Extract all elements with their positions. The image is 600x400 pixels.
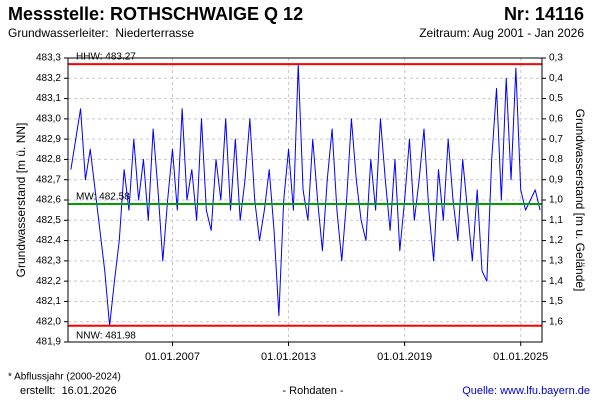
y2-tick-label: 1,6 — [549, 316, 563, 327]
y-tick-label: 482,5 — [36, 215, 61, 226]
y-tick-label: 482,3 — [36, 255, 61, 266]
y-tick-label: 482,1 — [36, 296, 61, 307]
y-tick-label: 482,2 — [36, 276, 61, 287]
y2-tick-label: 1,1 — [549, 215, 563, 226]
x-tick-label: 01.01.2007 — [145, 351, 200, 363]
x-tick-label: 01.01.2025 — [493, 351, 548, 363]
station-number: Nr: 14116 — [504, 4, 584, 24]
y-tick-label: 482,4 — [36, 235, 61, 246]
created-date: erstellt: 16.01.2026 — [20, 385, 117, 397]
y-tick-label: 482,6 — [36, 195, 61, 206]
y-tick-label: 483,3 — [36, 53, 61, 64]
y-tick-label: 482,7 — [36, 174, 61, 185]
data-line — [70, 63, 541, 327]
reference-label: NNW: 481.98 — [76, 330, 136, 341]
y2-tick-label: 1,2 — [549, 235, 563, 246]
y-tick-label: 482,9 — [36, 134, 61, 145]
y2-tick-label: 1,3 — [549, 255, 563, 266]
x-tick-label: 01.01.2013 — [261, 351, 316, 363]
y-tick-label: 483,1 — [36, 93, 61, 104]
y2-axis-label: Grundwasserstand [m u. Gelände] — [573, 109, 587, 292]
y2-tick-label: 1,0 — [549, 195, 563, 206]
chart-title: Messstelle: ROTHSCHWAIGE Q 12 — [8, 4, 303, 24]
y-axis-label: Grundwasserstand [m ü. NN] — [14, 123, 28, 278]
y2-tick-label: 0,8 — [549, 154, 563, 165]
y2-tick-label: 1,5 — [549, 296, 563, 307]
y-tick-label: 483,0 — [36, 113, 61, 124]
reference-label: HHW: 483.27 — [76, 52, 136, 63]
y-tick-label: 482,8 — [36, 154, 61, 165]
y-tick-label: 482,0 — [36, 316, 61, 327]
reference-label: MW: 482.58 — [76, 192, 130, 203]
y-tick-label: 481,9 — [36, 337, 61, 348]
y2-tick-label: 1,4 — [549, 276, 563, 287]
y2-tick-label: 0,5 — [549, 93, 563, 104]
y2-tick-label: 0,4 — [549, 73, 563, 84]
y2-tick-label: 0,9 — [549, 174, 563, 185]
x-tick-label: 01.01.2019 — [377, 351, 432, 363]
y-tick-label: 483,2 — [36, 73, 61, 84]
plot-frame — [67, 57, 543, 343]
period: Zeitraum: Aug 2001 - Jan 2026 — [419, 26, 584, 40]
y2-tick-label: 0,7 — [549, 134, 563, 145]
y2-tick-label: 0,6 — [549, 113, 563, 124]
subtitle: Grundwasserleiter: Niederterrasse — [8, 26, 194, 40]
data-note: - Rohdaten - — [282, 385, 343, 397]
footnote: * Abflussjahr (2000-2024) — [8, 372, 121, 383]
y2-tick-label: 0,3 — [549, 53, 563, 64]
source-link[interactable]: Quelle: www.lfu.bayern.de — [462, 385, 590, 397]
